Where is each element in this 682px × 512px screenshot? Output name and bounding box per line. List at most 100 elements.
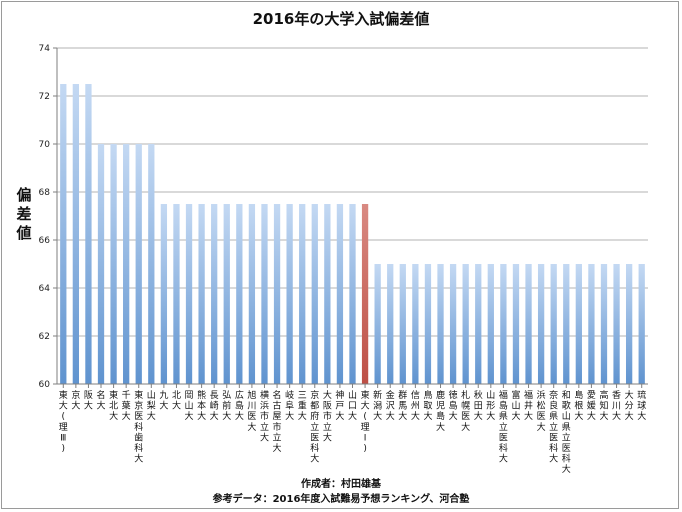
x-tick-label: 鹿児島大 (436, 389, 445, 433)
x-tick-label: 札幌医大 (461, 389, 470, 433)
x-tick-label: 山形大 (486, 390, 495, 422)
x-tick-label: 信州大 (411, 389, 420, 422)
bar (588, 264, 595, 384)
bar (512, 264, 520, 384)
bar (537, 264, 545, 384)
bar (449, 264, 457, 384)
x-tick-label: 長崎大 (210, 390, 219, 422)
bar (424, 264, 432, 384)
x-tick-label: 新潟大 (373, 389, 382, 422)
bar (286, 204, 293, 384)
bar (625, 264, 633, 384)
x-tick-label: 名古屋市立大 (273, 389, 282, 454)
bar (160, 204, 168, 384)
x-tick-label: 九大 (159, 390, 168, 412)
x-tick-label: 香川大 (612, 390, 621, 422)
x-tick-label: 高知大 (599, 389, 608, 422)
bar (311, 204, 318, 384)
bar (211, 204, 218, 384)
author-credit: 作成者：村田雄基 (301, 479, 381, 490)
x-tick-label: 北大 (172, 390, 181, 412)
bar (550, 264, 557, 384)
category-labels: 東大(理 Ⅲ)京大阪大名大東北大千葉大東京医科歯科大山梨大九大北大岡山大熊本大長崎… (59, 389, 646, 475)
x-tick-label: 和歌山県立医科大 (562, 390, 571, 475)
bar (600, 264, 608, 384)
bar (525, 264, 532, 384)
x-tick-label: 愛媛大 (587, 389, 596, 422)
bar (135, 144, 142, 384)
bar (374, 264, 381, 384)
bar (261, 204, 268, 384)
x-tick-label: 福井大 (524, 389, 533, 422)
bar (462, 264, 469, 384)
chart-title: 2016年の大学入試偏差値 (252, 10, 430, 28)
x-tick-label: 群馬大 (398, 389, 407, 422)
bar (185, 204, 193, 384)
bar (613, 264, 620, 384)
bar (236, 204, 243, 384)
x-tick-label: 鳥取大 (423, 389, 432, 422)
x-tick-label: 阪大 (84, 390, 93, 412)
x-tick-label: 福島県立医科大 (499, 389, 508, 465)
x-tick-label: 岡山大 (185, 390, 194, 422)
bar (198, 204, 205, 384)
data-source: 参考データ：2016年度入試難易予想ランキング、河合塾 (212, 494, 470, 505)
bar (563, 264, 570, 384)
bar (324, 204, 331, 384)
bar (299, 204, 306, 384)
x-tick-label: 弘前大 (222, 390, 231, 422)
x-tick-label: 秋田大 (474, 389, 483, 422)
bar (575, 264, 582, 384)
x-tick-label: 京大 (71, 389, 80, 412)
bar (85, 84, 92, 384)
bar (487, 264, 494, 384)
bar (399, 264, 406, 384)
bar (223, 204, 230, 384)
y-tick-label: 62 (39, 332, 50, 342)
bar (349, 204, 356, 384)
bar (248, 204, 256, 384)
bar-highlighted (361, 204, 369, 384)
y-tick-label: 66 (39, 236, 51, 246)
x-tick-label: 大阪市立大 (323, 389, 332, 443)
y-tick-label: 60 (39, 380, 51, 390)
x-tick-label: 京都府立医科大 (310, 389, 319, 465)
x-tick-label: 東大(理 Ⅲ) (59, 389, 68, 454)
x-tick-label: 東北大 (109, 389, 118, 422)
bar (500, 264, 507, 384)
y-tick-label: 64 (39, 284, 51, 294)
bar (273, 204, 281, 384)
x-tick-label: 琉球大 (637, 389, 646, 422)
bar (110, 144, 117, 384)
axes: 60 62 64 66 68 70 72 74 (39, 44, 648, 390)
x-tick-label: 旭川医大 (247, 389, 256, 433)
x-tick-label: 横浜市立大 (260, 389, 269, 443)
bar (173, 204, 180, 384)
x-tick-label: 奈良県立医科大 (549, 389, 558, 465)
x-tick-label: 東京医科歯科大 (134, 389, 143, 465)
x-tick-label: 島根大 (574, 389, 583, 422)
x-tick-label: 東大(理 Ⅰ) (361, 389, 370, 454)
x-tick-label: 富山大 (511, 389, 520, 422)
x-tick-label: 山梨大 (147, 390, 156, 422)
x-tick-label: 三重大 (298, 391, 307, 422)
bar (148, 144, 155, 384)
bar (475, 264, 482, 384)
x-tick-label: 徳島大 (449, 389, 458, 422)
x-tick-label: 名大 (97, 389, 106, 412)
bar (336, 204, 344, 384)
x-tick-label: 千葉大 (122, 390, 131, 422)
x-tick-label: 熊本大 (197, 389, 206, 422)
bar (97, 144, 105, 384)
bar (387, 264, 394, 384)
x-tick-label: 神戸大 (335, 389, 344, 422)
bar (412, 264, 419, 384)
x-tick-label: 広島大 (235, 389, 244, 422)
y-tick-label: 74 (39, 44, 51, 54)
y-tick-label: 68 (39, 188, 51, 198)
x-tick-label: 金沢大 (386, 389, 395, 422)
bar (60, 84, 67, 384)
bar (123, 144, 130, 384)
